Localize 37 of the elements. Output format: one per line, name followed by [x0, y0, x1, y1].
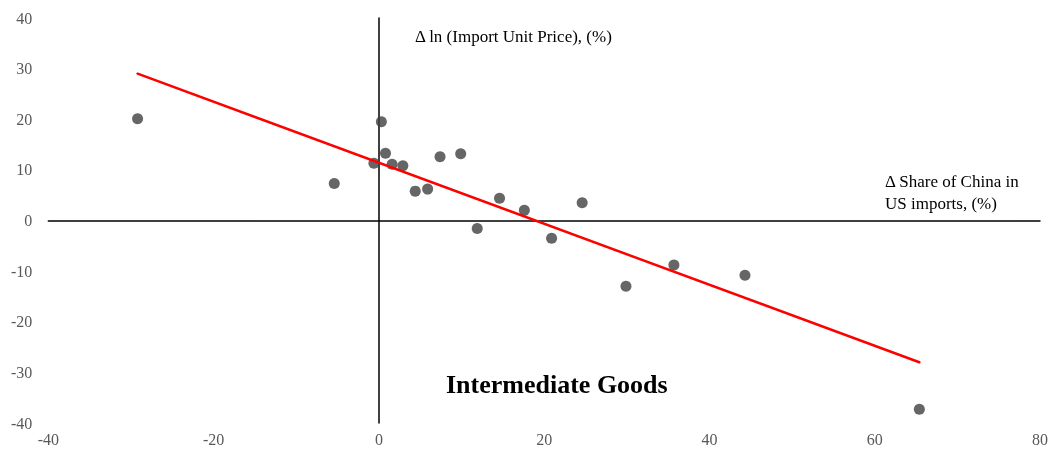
- point: [494, 192, 506, 204]
- x-tick-label: 0: [374, 430, 383, 448]
- point: [328, 178, 340, 190]
- y-tick-label: 0: [24, 212, 33, 229]
- y-axis-title: Δ ln (Import Unit Price), (%): [414, 27, 612, 46]
- point: [132, 113, 144, 125]
- point: [434, 151, 446, 163]
- point: [375, 116, 387, 128]
- point: [518, 204, 530, 216]
- point: [546, 232, 558, 244]
- y-tick-label: -40: [11, 414, 33, 432]
- point: [409, 185, 421, 197]
- x-tick-label: 80: [1032, 430, 1048, 448]
- y-tick-label: -20: [11, 313, 33, 331]
- point: [668, 259, 680, 271]
- y-tick-label: 40: [16, 9, 33, 27]
- x-tick-label: 20: [536, 430, 553, 448]
- point: [455, 148, 467, 160]
- point: [576, 197, 588, 209]
- point: [739, 269, 751, 281]
- y-tick-label: 20: [16, 110, 33, 128]
- x-tick-label: 40: [701, 430, 718, 448]
- point: [620, 280, 632, 292]
- point: [471, 223, 483, 235]
- y-tick-label: -30: [11, 363, 33, 381]
- text: Intermediate Goods: [446, 369, 668, 399]
- point: [380, 147, 391, 159]
- point: [422, 183, 434, 195]
- x-tick-label: -20: [202, 430, 225, 448]
- y-tick-label: -10: [11, 262, 33, 280]
- point: [913, 403, 925, 415]
- y-tick-label: 10: [16, 161, 33, 179]
- y-tick-label: 30: [16, 60, 33, 78]
- x-axis-title: Δ Share of China in US imports, (%): [885, 172, 1023, 213]
- point: [397, 160, 409, 172]
- x-tick-label: -40: [37, 430, 59, 448]
- x-tick-label: 60: [866, 430, 883, 448]
